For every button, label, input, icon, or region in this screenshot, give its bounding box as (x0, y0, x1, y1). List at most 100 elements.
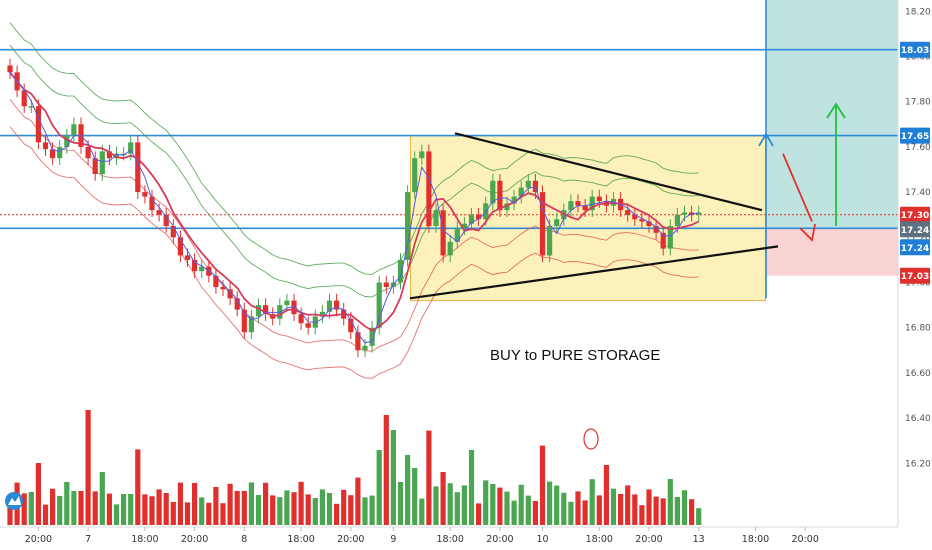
candle-body (135, 142, 141, 193)
candle-body (504, 203, 510, 211)
candle-body (518, 187, 524, 197)
candle-body (121, 153, 127, 156)
volume-bar (7, 505, 13, 525)
volume-bar (468, 450, 475, 525)
volume-bar (142, 494, 148, 525)
price-tag-label: 17.65 (901, 132, 929, 142)
candle-body (199, 266, 205, 272)
candle-body (220, 287, 226, 290)
x-tick-label: 20:00 (792, 534, 819, 545)
y-tick-label: 16.80 (905, 324, 931, 334)
volume-bar (639, 505, 645, 525)
volume-bar (135, 449, 141, 525)
candle-body (554, 219, 560, 227)
volume-bar (667, 479, 673, 525)
candle-body (177, 237, 183, 256)
volume-bar (220, 503, 226, 525)
candle-body (326, 300, 333, 312)
down-arrow-icon (782, 153, 813, 222)
price-tag (900, 239, 930, 256)
volume-bar (426, 430, 432, 525)
consolidation-box (409, 135, 766, 302)
x-tick-label: 18:00 (742, 534, 769, 545)
price-tag-label: 18.03 (901, 46, 929, 56)
candle-body (483, 203, 489, 220)
level-arrow-icon (758, 132, 774, 147)
price-tag-label: 17.24 (901, 226, 929, 236)
candle-body (248, 316, 254, 333)
candle-body (674, 214, 680, 227)
candle-body (92, 158, 98, 175)
volume-highlight-circle (583, 428, 599, 450)
candle-body (348, 318, 354, 333)
candle-body (298, 314, 304, 324)
volume-bar (149, 496, 155, 525)
volume-bar (532, 501, 538, 525)
tradingview-logo-mark-icon (8, 496, 21, 505)
candle-body (632, 214, 638, 220)
volume-bar (355, 477, 361, 525)
candle-body (35, 106, 41, 143)
x-tick-label: 18:00 (131, 534, 158, 545)
volume-bar (255, 495, 262, 525)
volume-bar (192, 483, 198, 525)
price-tag-label: 17.03 (901, 272, 929, 282)
candle-body (213, 275, 219, 288)
candle-body (170, 226, 176, 238)
volume-bar (518, 484, 524, 525)
y-tick-label: 16.40 (905, 414, 931, 424)
volume-bar (99, 472, 105, 525)
candle-body (184, 255, 191, 260)
x-tick-label: 20:00 (635, 534, 662, 545)
candle-body (57, 146, 63, 159)
stop-zone (766, 228, 898, 276)
volume-bar (57, 496, 63, 525)
candle-body (163, 214, 169, 227)
lower-trendline (409, 245, 779, 300)
moving-average-blue (9, 71, 699, 344)
candle-body (355, 332, 361, 351)
x-tick-label: 18:00 (287, 534, 314, 545)
candle-body (263, 305, 269, 315)
volume-bar (554, 485, 560, 525)
y-tick-label: 16.20 (905, 459, 931, 469)
volume-bar (405, 455, 411, 525)
candle-body (234, 298, 240, 310)
volume-bar (312, 498, 318, 525)
candle-body (128, 142, 134, 154)
price-tag (900, 267, 930, 284)
volume-bar (106, 493, 112, 525)
lower-band-1 (9, 126, 699, 379)
volume-bar (206, 502, 212, 525)
volume-bar (334, 503, 340, 525)
candle-body (681, 212, 688, 215)
candle-body (284, 300, 290, 306)
candle-body (447, 241, 453, 256)
lower-band-0 (9, 99, 699, 352)
volume-bar (390, 430, 396, 525)
volume-bar (348, 495, 354, 525)
volume-bar (497, 487, 503, 525)
volume-bar (305, 494, 311, 525)
volume-bar (454, 492, 460, 525)
candle-body (255, 305, 262, 317)
volume-bar (234, 491, 240, 525)
candle-body (525, 180, 531, 188)
volume-bar (78, 491, 84, 525)
volume-bar (653, 496, 659, 525)
up-arrowhead-icon (826, 102, 846, 119)
volume-bar (227, 483, 233, 525)
candle-body (426, 151, 432, 227)
y-tick-label: 17.80 (905, 98, 931, 108)
candle-body (405, 192, 411, 260)
chart-annotation: BUY to PURE STORAGE (490, 347, 660, 364)
candle-body (305, 323, 311, 328)
volume-bar (511, 500, 517, 525)
candle-body (646, 221, 652, 227)
volume-bar (35, 463, 41, 525)
volume-bar (241, 491, 247, 525)
candle-body (376, 282, 382, 328)
candle-body (461, 223, 467, 229)
volume-bar (696, 508, 702, 525)
